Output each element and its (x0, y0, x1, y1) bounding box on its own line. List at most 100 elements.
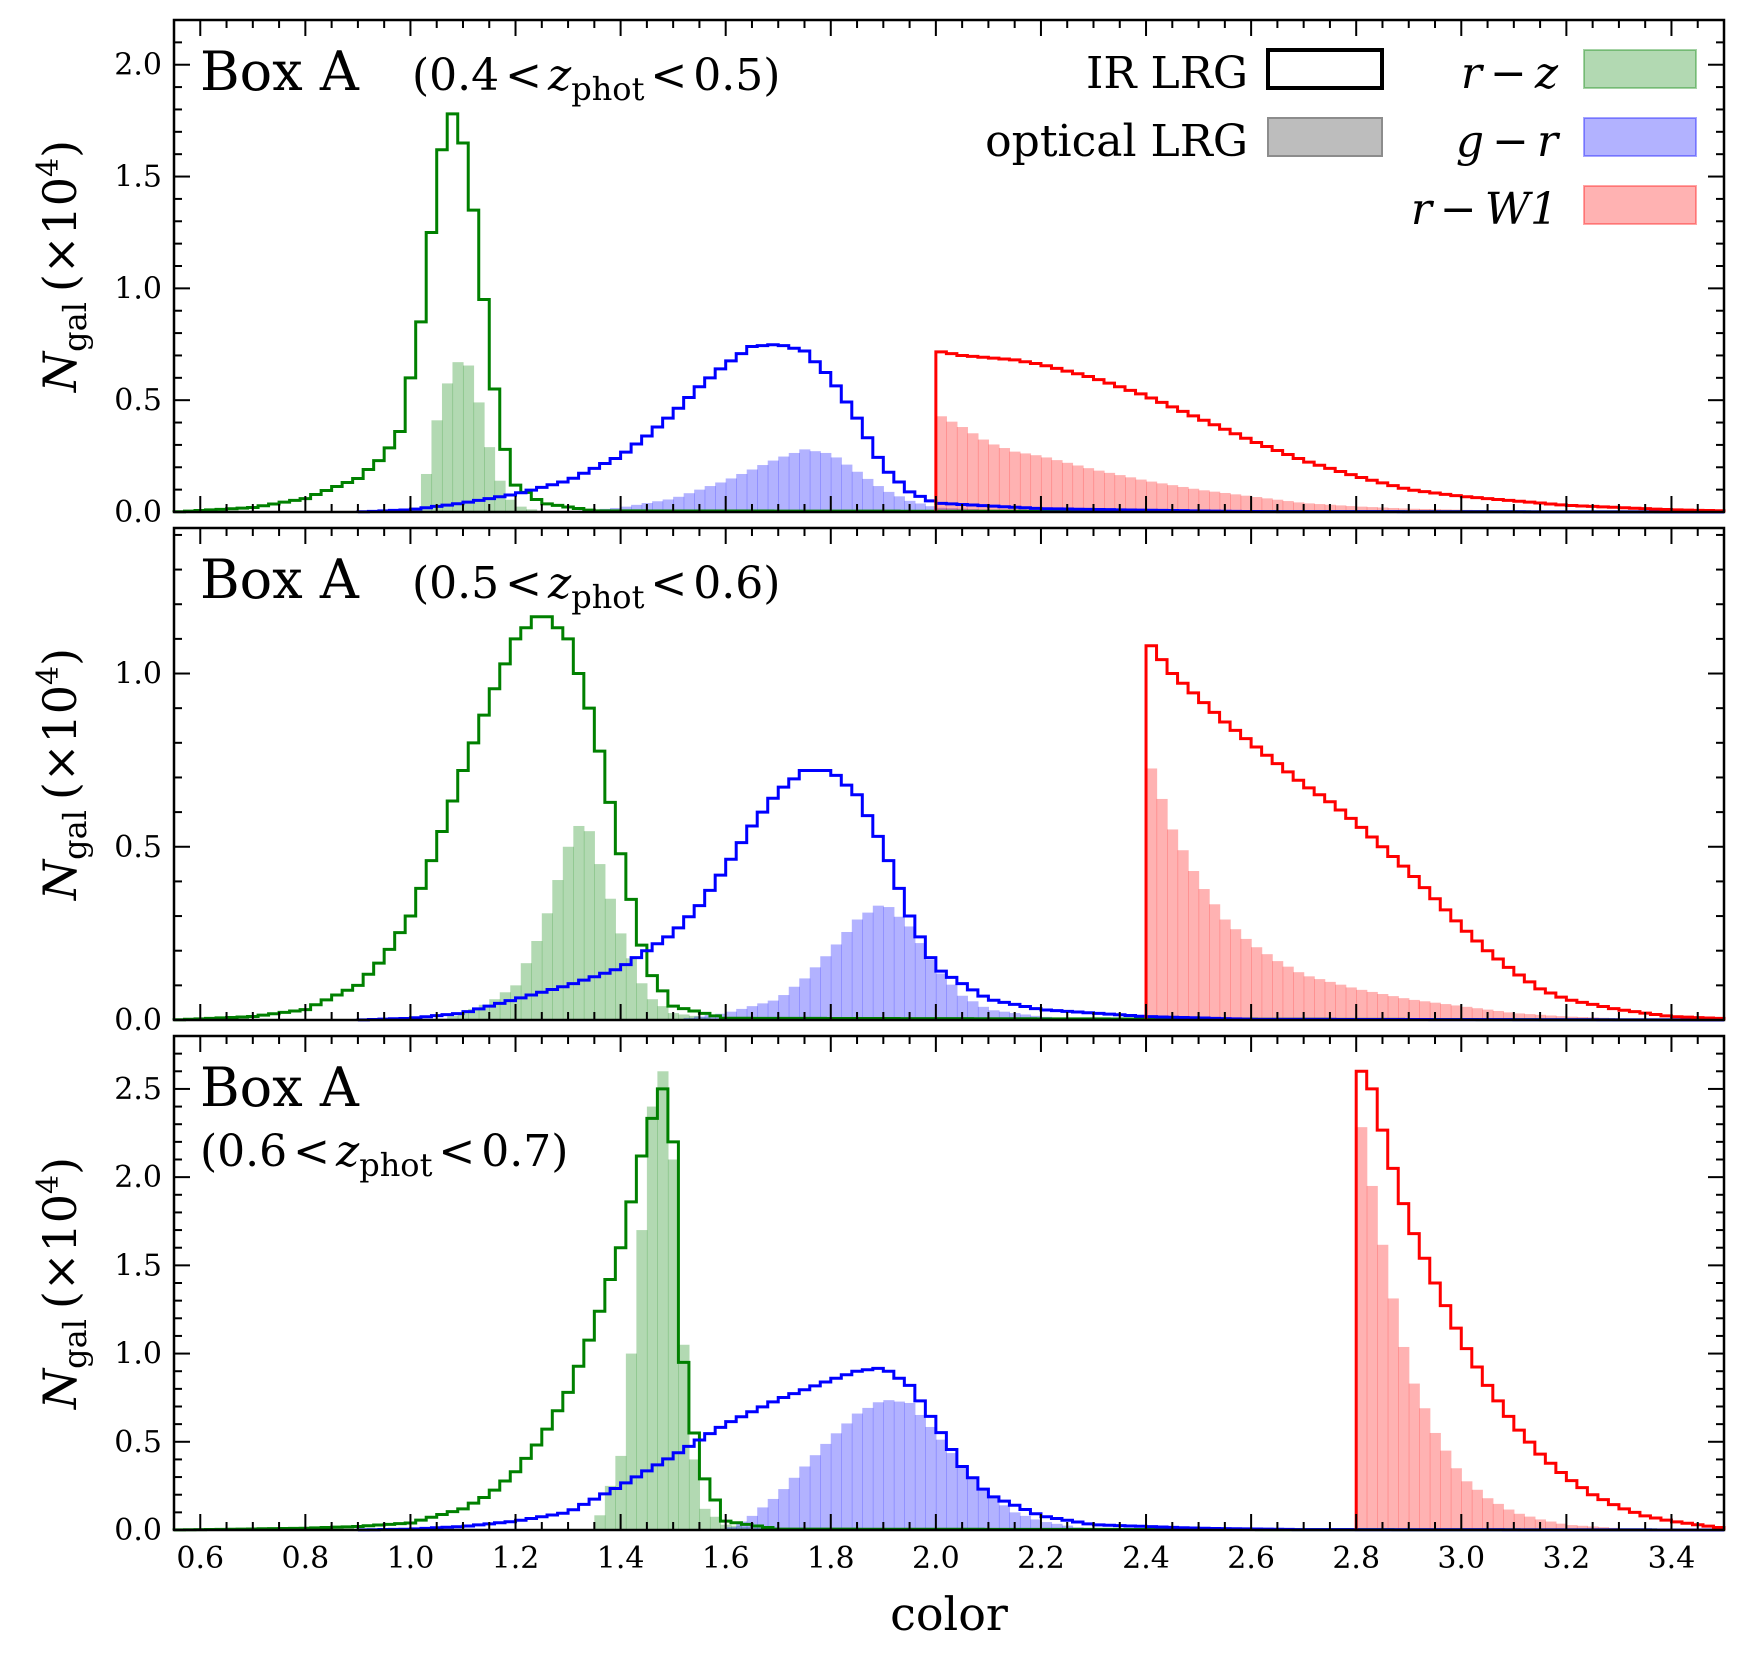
hist-bar-optical (1408, 999, 1420, 1020)
hist-bar-optical (473, 402, 485, 512)
legend-optical-label: optical LRG (985, 116, 1248, 167)
hist-bar-optical (1450, 1468, 1462, 1530)
hist-bar-optical (441, 383, 454, 512)
hist-bar-optical (872, 905, 884, 1020)
hist-bar-optical (683, 493, 695, 512)
y-axis-title: Ngal(×104) (31, 140, 94, 393)
series-r-w1-optical-lrg (1146, 768, 1662, 1020)
x-tick-label: 1.4 (597, 1541, 645, 1576)
hist-bar-optical (1188, 488, 1200, 512)
hist-bar-optical (893, 496, 905, 512)
hist-bar-optical (1188, 871, 1200, 1020)
panel-2: 0.0 0.5 1.0 Ngal(×104) Box A (0.5 < zphot <0.6) (31, 526, 1726, 1038)
legend-ir-swatch (1266, 48, 1384, 90)
hist-bar-optical (699, 1017, 711, 1020)
hist-bar-optical (809, 1455, 821, 1530)
hist-bar-optical (893, 916, 905, 1020)
x-tick-label: 3.2 (1543, 1541, 1591, 1576)
hist-bar-optical (489, 999, 501, 1020)
hist-bar-optical (788, 452, 800, 512)
hist-bar-optical (1146, 481, 1158, 512)
hist-bar-optical (715, 482, 727, 512)
hist-bar-optical (1503, 1012, 1515, 1020)
y-tick-label: 0.5 (114, 383, 162, 418)
hist-bar-optical (1482, 1498, 1494, 1530)
hist-bar-optical (988, 444, 1000, 512)
y-tick-label: 1.0 (114, 657, 162, 692)
hist-bar-optical (1230, 494, 1242, 512)
hist-bar-optical (620, 506, 632, 512)
hist-bar-optical (1293, 972, 1305, 1020)
hist-bar-optical (646, 1106, 658, 1530)
y-tick-label: 0.0 (114, 1003, 162, 1038)
hist-bar-optical (704, 1015, 716, 1020)
hist-bar-optical (788, 986, 800, 1020)
x-tick-label: 2.4 (1122, 1541, 1170, 1576)
hist-bar-optical (1492, 1503, 1504, 1530)
hist-bar-optical (1387, 1298, 1399, 1530)
hist-bar-optical (1009, 1512, 1021, 1530)
hist-bar-optical (1324, 981, 1336, 1020)
hist-bar-optical (505, 499, 517, 512)
hist-bar-optical (1524, 1014, 1536, 1020)
hist-bar-optical (1366, 1185, 1378, 1530)
hist-bar-optical (478, 1004, 490, 1020)
hist-bar-optical (1030, 455, 1042, 512)
hist-bar-optical (904, 1402, 916, 1530)
series-r-w1-ir-lrg (1144, 644, 1726, 1020)
y-axis-title: Ngal(×104) (31, 648, 94, 901)
hist-bar-optical (573, 825, 585, 1020)
hist-bar-optical (778, 995, 790, 1020)
hist-bar-optical (636, 1230, 648, 1530)
hist-bar-optical (725, 1527, 737, 1530)
y-tick-label: 1.0 (114, 271, 162, 306)
hist-bar-optical (809, 451, 821, 512)
hist-bar-optical (883, 907, 895, 1020)
x-tick-label: 3.4 (1648, 1541, 1696, 1576)
hist-bar-optical (1198, 889, 1210, 1020)
hist-bar-optical (1040, 1522, 1053, 1530)
hist-bar-optical (667, 1159, 680, 1530)
hist-bar-optical (1471, 1008, 1483, 1020)
hist-bar-optical (1419, 1001, 1431, 1020)
hist-bar-optical (1293, 502, 1305, 512)
hist-bar-optical (615, 933, 627, 1020)
hist-bar-optical (1082, 468, 1095, 512)
hist-bar-optical (1314, 504, 1326, 512)
hist-bar-optical (1471, 1489, 1483, 1530)
x-tick-label: 1.8 (807, 1541, 855, 1576)
legend-ir-label: IR LRG (1086, 48, 1248, 99)
hist-bar-optical (820, 1443, 832, 1530)
hist-bar-optical (757, 465, 769, 512)
y-tick-label: 1.5 (114, 160, 162, 195)
hist-bar-optical (1492, 1010, 1504, 1020)
panel-background (174, 20, 1724, 512)
hist-bar-optical (1440, 1004, 1452, 1020)
hist-bar-optical (1429, 1432, 1441, 1530)
hist-bar-optical (1061, 462, 1074, 512)
hist-bar-optical (1366, 991, 1378, 1020)
hist-bar-optical (636, 983, 648, 1020)
hist-bar-optical (998, 1505, 1011, 1530)
hist-bar-optical (1555, 1523, 1567, 1530)
hist-bar-optical (431, 420, 443, 512)
hist-bar-optical (841, 1423, 853, 1530)
hist-bar-optical (841, 931, 853, 1020)
hist-bar-optical (956, 427, 968, 512)
x-tick-label: 2.8 (1332, 1541, 1380, 1576)
hist-bar-optical (1545, 1521, 1557, 1530)
hist-bar-optical (709, 1516, 722, 1530)
x-tick-label: 0.6 (176, 1541, 224, 1576)
legend-color-swatch (1583, 185, 1697, 225)
hist-bar-optical (1019, 1515, 1032, 1530)
hist-bar-optical (652, 501, 664, 512)
hist-bar-optical (799, 978, 811, 1020)
panel-frame (172, 526, 1726, 1022)
hist-bar-optical (820, 956, 832, 1020)
hist-bar-optical (1177, 486, 1189, 512)
hist-bar-optical (1282, 501, 1294, 512)
hist-bar-optical (883, 1400, 895, 1530)
hist-bar-optical (468, 1008, 480, 1020)
hist-bar-optical (510, 985, 522, 1020)
hist-bar-optical (678, 1344, 690, 1530)
